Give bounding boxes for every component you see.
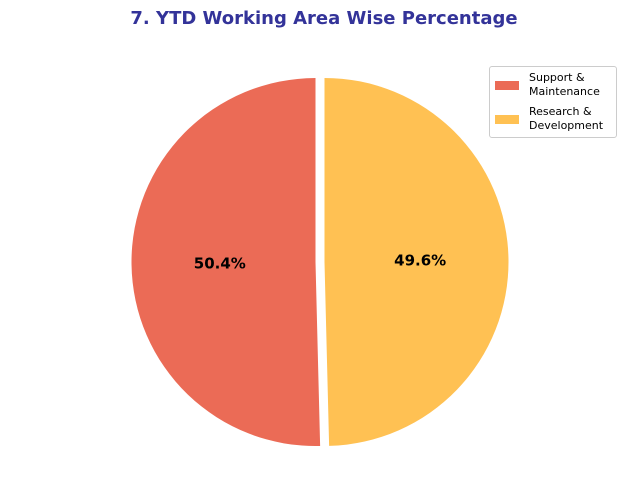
chart-title: 7. YTD Working Area Wise Percentage [130, 8, 518, 29]
legend-swatch [495, 80, 519, 90]
pie-labels: 50.4% 49.6% [194, 252, 446, 273]
legend-label: Support & Maintenance [529, 71, 600, 98]
slice-value-label: 50.4% [194, 254, 246, 272]
pie-slice [324, 77, 509, 446]
pie-slice [131, 78, 321, 447]
legend: Support & Maintenance Research & Develop… [489, 66, 617, 138]
legend-label: Research & Development [529, 105, 604, 132]
legend-swatch [495, 114, 519, 124]
slice-value-label: 49.6% [394, 252, 446, 270]
pie-slices [131, 77, 509, 447]
legend-item: Support & Maintenance [495, 71, 600, 99]
legend-item: Research & Development [495, 105, 603, 133]
